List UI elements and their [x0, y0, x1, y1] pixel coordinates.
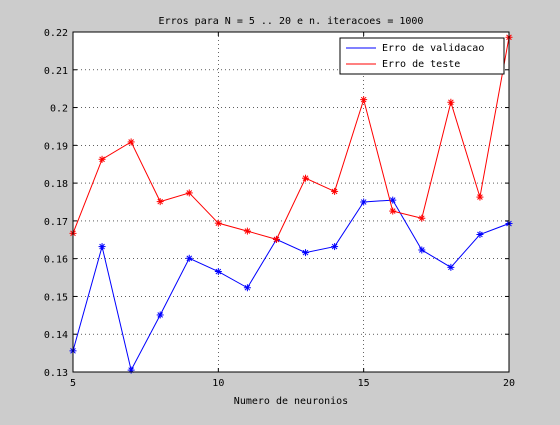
grid-lines — [73, 32, 509, 372]
marker-stroke — [273, 236, 280, 243]
y-tick-label: 0.13 — [44, 368, 68, 379]
data-point-1-10 — [360, 96, 368, 104]
marker-stroke — [244, 284, 251, 291]
data-point-0-4 — [185, 254, 193, 262]
marker-stroke — [477, 231, 483, 238]
y-tick-label: 0.22 — [44, 28, 68, 39]
y-tick-label: 0.17 — [44, 217, 68, 228]
marker-stroke — [389, 208, 396, 214]
marker-stroke — [302, 249, 309, 256]
data-point-1-9 — [331, 187, 339, 195]
data-point-0-2 — [127, 366, 135, 374]
data-point-1-14 — [476, 193, 484, 201]
data-point-0-5 — [214, 268, 222, 276]
marker-stroke — [418, 247, 425, 253]
y-tick-label: 0.18 — [44, 179, 68, 190]
x-tick-label: 10 — [212, 378, 224, 389]
data-point-1-1 — [98, 155, 106, 163]
data-point-0-14 — [476, 230, 484, 238]
data-point-0-10 — [360, 198, 368, 206]
data-point-1-13 — [447, 98, 455, 106]
y-tick-label: 0.2 — [50, 104, 68, 115]
series-layer — [69, 33, 513, 374]
data-point-1-6 — [243, 227, 251, 235]
legend-box — [339, 37, 505, 75]
y-tick-label: 0.14 — [44, 330, 68, 341]
series-line-0 — [72, 199, 510, 372]
x-tick-label: 20 — [503, 378, 515, 389]
plot-area — [73, 32, 509, 372]
marker-stroke — [244, 228, 251, 234]
marker-stroke — [448, 264, 454, 271]
data-point-1-7 — [272, 235, 280, 243]
marker-stroke — [157, 312, 164, 318]
marker-stroke — [448, 99, 454, 106]
legend-entry-validacao: Erro de validacao — [382, 43, 484, 54]
y-tick-label: 0.16 — [44, 255, 68, 266]
marker-stroke — [99, 243, 105, 250]
marker-stroke — [215, 268, 222, 275]
data-point-0-1 — [98, 243, 106, 251]
data-point-1-12 — [418, 214, 426, 222]
data-point-0-6 — [243, 284, 251, 292]
marker-stroke — [360, 199, 367, 205]
marker-stroke — [186, 190, 193, 196]
marker-stroke — [331, 188, 338, 195]
marker-stroke — [477, 194, 483, 200]
data-point-0-3 — [156, 311, 164, 319]
marker-stroke — [186, 255, 193, 262]
legend-entry-teste: Erro de teste — [382, 59, 460, 70]
data-point-0-13 — [447, 263, 455, 271]
legend: Erro de validacao Erro de teste — [339, 37, 505, 75]
marker-stroke — [331, 243, 338, 250]
x-tick-label: 15 — [358, 378, 370, 389]
y-tick-label: 0.21 — [44, 66, 68, 77]
x-axis-label: Numero de neuronios — [234, 396, 348, 407]
y-tick-label: 0.15 — [44, 292, 68, 303]
marker-stroke — [389, 197, 396, 203]
data-point-1-5 — [214, 219, 222, 227]
marker-stroke — [128, 139, 134, 145]
chart-title: Erros para N = 5 .. 20 e n. iteracoes = … — [159, 16, 424, 27]
data-point-1-3 — [156, 198, 164, 206]
marker-stroke — [302, 175, 309, 182]
marker-stroke — [99, 156, 105, 163]
data-point-0-12 — [418, 246, 426, 254]
y-tick-label: 0.19 — [44, 141, 68, 152]
series-line-1 — [72, 37, 510, 240]
marker-stroke — [215, 220, 222, 226]
data-point-0-9 — [331, 243, 339, 251]
data-point-1-11 — [389, 207, 397, 215]
data-point-1-8 — [302, 174, 310, 182]
data-point-0-8 — [302, 249, 310, 257]
marker-stroke — [418, 215, 425, 222]
axes-box — [72, 31, 510, 373]
marker-stroke — [360, 96, 367, 103]
data-point-1-2 — [127, 138, 135, 146]
data-point-1-4 — [185, 189, 193, 197]
axis-ticks: 5 10 15 20 0.13 0.14 0.15 0.16 0.17 0.18 0.19 0.2 0.… — [44, 28, 515, 389]
x-tick-label: 5 — [70, 378, 76, 389]
marker-stroke — [157, 198, 164, 205]
data-point-0-11 — [389, 196, 397, 204]
